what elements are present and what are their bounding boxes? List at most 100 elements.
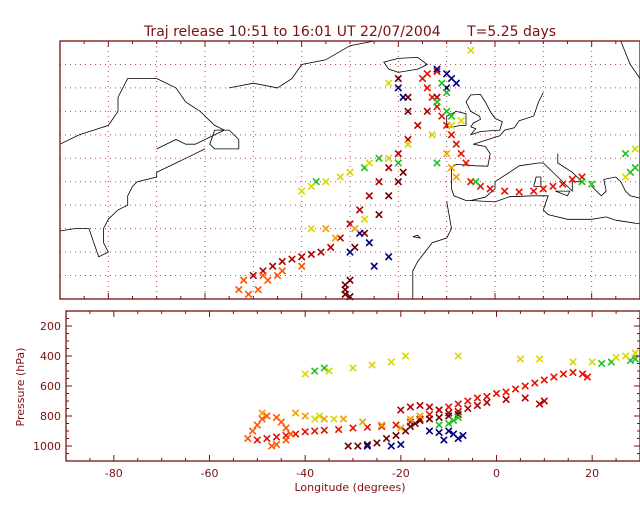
map-trajectory-point: [322, 177, 330, 186]
map-trajectory-point: [326, 243, 335, 252]
map-trajectory-point: [438, 79, 446, 87]
pressure-trajectory-point: [401, 352, 410, 360]
map-trajectory-point: [384, 253, 393, 261]
map-trajectory-point: [621, 173, 630, 181]
pressure-trajectory-point: [583, 373, 592, 381]
pressure-y-ticks: 200 400 600 800 1000: [33, 310, 640, 462]
pressure-trajectory-point: [464, 404, 472, 413]
pressure-trajectory-point: [435, 421, 443, 429]
pressure-x-tick-label: 20: [585, 467, 599, 480]
pressure-frame: [65, 310, 640, 462]
map-trajectory-point: [587, 180, 596, 188]
map-trajectory-point: [447, 121, 456, 130]
map-trajectory-point: [365, 192, 374, 200]
map-trajectory-series: [341, 74, 412, 301]
pressure-trajectory-point: [406, 422, 415, 431]
chart-title-text: Traj release 10:51 to 16:01 UT 22/07/200…: [143, 24, 441, 40]
pressure-trajectory-point: [301, 428, 309, 436]
pressure-trajectory-point: [310, 367, 319, 375]
map-trajectory-point: [346, 168, 354, 177]
pressure-trajectory-point: [454, 400, 462, 408]
pressure-trajectory-point: [373, 439, 381, 447]
pressure-trajectory-point: [444, 419, 453, 428]
pressure-x-tick-label: -60: [201, 467, 219, 480]
map-coastlines: [59, 40, 640, 299]
pressure-trajectory-point: [320, 364, 329, 372]
map-trajectory-point: [331, 234, 340, 242]
map-trajectory-point: [288, 255, 296, 263]
pressure-trajectory-point: [363, 442, 372, 450]
pressure-trajectory-point: [535, 355, 544, 363]
pressure-trajectory-point: [435, 406, 443, 414]
pressure-trajectory-point: [416, 401, 424, 410]
pressure-x-ticks: -80 -60 -40 -20 0 20: [65, 311, 640, 480]
pressure-y-tick-label: 400: [40, 350, 61, 363]
pressure-trajectory-point: [597, 359, 606, 368]
pressure-trajectory-point: [473, 401, 482, 410]
pressure-trajectory-point: [358, 418, 367, 426]
pressure-trajectory-point: [291, 409, 300, 417]
map-trajectory-point: [578, 177, 586, 186]
pressure-trajectory-point: [425, 403, 434, 411]
pressure-trajectory-point: [459, 431, 467, 440]
pressure-trajectory-point: [325, 367, 333, 375]
map-trajectory-point: [529, 187, 538, 195]
map-trajectory-point: [264, 276, 272, 284]
pressure-trajectory-point: [444, 403, 453, 411]
pressure-trajectory-point: [454, 410, 462, 419]
pressure-trajectory-point: [425, 427, 434, 435]
map-trajectory-point: [394, 84, 403, 92]
map-trajectory-point: [486, 185, 494, 193]
pressure-trajectory-point: [454, 407, 462, 416]
pressure-trajectory-point: [248, 427, 257, 435]
map-trajectory-point: [452, 79, 461, 87]
pressure-trajectory-point: [377, 422, 386, 431]
pressure-panel: 200 400 600 800 1000 -80 -60 -40 -20 0 20: [33, 310, 640, 480]
map-frame: [59, 40, 640, 300]
map-trajectory-point: [442, 149, 451, 158]
pressure-trajectory-point: [425, 415, 434, 423]
pressure-trajectory-point: [397, 440, 405, 449]
pressure-trajectory-point: [473, 394, 482, 402]
pressure-trajectory-point: [406, 403, 415, 411]
map-trajectory-point: [462, 159, 470, 167]
map-trajectory-point: [375, 177, 383, 186]
pressure-trajectory-point: [349, 424, 357, 432]
map-trajectory-point: [539, 185, 548, 193]
pressure-trajectory-point: [631, 349, 639, 357]
pressure-trajectory-point: [397, 406, 405, 414]
coastline-path: [229, 40, 375, 89]
pressure-trajectory-point: [454, 413, 462, 422]
map-trajectory-point: [452, 140, 461, 148]
pressure-trajectory-series: [397, 394, 549, 417]
pressure-trajectory-point: [301, 370, 309, 378]
map-trajectory-point: [307, 182, 316, 191]
pressure-trajectory-point: [258, 409, 266, 417]
map-trajectory-point: [471, 177, 480, 186]
map-trajectory-series: [322, 149, 461, 242]
pressure-trajectory-point: [267, 442, 276, 450]
pressure-trajectory-point: [272, 433, 281, 441]
pressure-trajectory-point: [334, 425, 343, 434]
pressure-trajectory-point: [354, 442, 362, 450]
map-trajectory-point: [447, 131, 456, 139]
pressure-trajectory-point: [449, 416, 458, 425]
pressure-trajectory-series: [344, 410, 462, 450]
map-trajectory-point: [467, 46, 475, 55]
pressure-trajectory-point: [377, 421, 386, 429]
map-trajectory-point: [442, 88, 451, 97]
pressure-trajectory-series: [258, 409, 424, 432]
pressure-trajectory-series: [253, 368, 592, 444]
x-axis-label: Longitude (degrees): [294, 481, 405, 494]
coastline-path: [59, 78, 226, 150]
pressure-trajectory-point: [492, 389, 501, 398]
map-trajectory-point: [297, 262, 306, 270]
pressure-trajectory-point: [502, 395, 510, 404]
pressure-trajectory-point: [540, 376, 549, 384]
map-panel: [59, 40, 640, 301]
pressure-trajectory-point: [540, 397, 549, 405]
pressure-trajectory-point: [244, 434, 252, 443]
pressure-trajectory-series: [301, 349, 639, 423]
